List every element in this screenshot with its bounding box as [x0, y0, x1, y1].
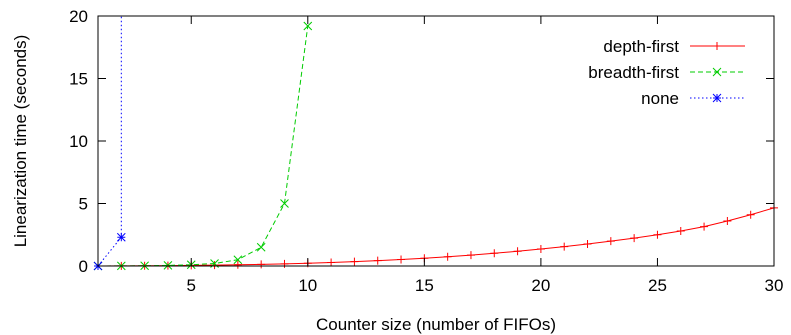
marker-stroke: [256, 242, 266, 252]
data-point: [490, 249, 499, 258]
data-point: [163, 261, 173, 270]
series-depth-first: [94, 203, 778, 270]
data-point: [233, 255, 243, 265]
tick-labels: 5 10 15 20 25 30 0 5 10 15 20: [69, 7, 783, 295]
data-point: [606, 237, 615, 246]
marker-stroke: [280, 199, 289, 208]
data-point: [327, 258, 336, 267]
y-tick-label: 10: [69, 132, 88, 151]
data-point: [373, 256, 382, 265]
x-axis-title: Counter size (number of FIFOs): [316, 315, 556, 334]
legend-marker: [713, 42, 721, 50]
data-point: [630, 234, 639, 243]
y-tick-label: 20: [69, 7, 88, 26]
marker-stroke: [712, 93, 722, 103]
y-tick-label: 15: [69, 70, 88, 89]
data-point: [280, 199, 289, 208]
axis-ticks: [98, 15, 775, 267]
data-point: [536, 245, 545, 253]
legend-item-breadth-first: breadth-first: [588, 63, 745, 82]
marker-stroke: [116, 232, 126, 242]
legend-label: depth-first: [603, 37, 679, 56]
data-point: [466, 251, 475, 260]
data-point: [583, 240, 592, 248]
y-axis-title: Linearization time (seconds): [11, 35, 30, 248]
series-line: [97, 207, 775, 267]
x-tick-label: 15: [415, 276, 434, 295]
data-point: [397, 255, 406, 264]
y-tick-label: 0: [79, 257, 88, 276]
y-tick-label: 5: [79, 195, 88, 214]
series-line: [97, 25, 309, 267]
x-tick-label: 25: [648, 276, 667, 295]
data-point: [653, 230, 662, 239]
data-point: [233, 260, 242, 269]
legend-marker: [712, 67, 722, 77]
x-tick-label: 5: [187, 276, 196, 295]
data-point: [746, 210, 755, 219]
data-point: [723, 217, 732, 225]
marker-stroke: [303, 21, 313, 31]
marker-stroke: [712, 67, 722, 77]
data-point: [443, 252, 452, 261]
series-none: [93, 16, 126, 271]
data-point: [560, 242, 569, 251]
legend-item-depth-first: depth-first: [603, 37, 745, 56]
legend-item-none: none: [641, 89, 745, 108]
data-point: [676, 227, 685, 235]
x-tick-label: 30: [765, 276, 784, 295]
marker-stroke: [233, 255, 243, 265]
legend: depth-first breadth-first none: [588, 37, 745, 108]
marker-stroke: [163, 261, 173, 270]
x-tick-label: 20: [531, 276, 550, 295]
legend-marker: [712, 93, 722, 103]
legend-label: breadth-first: [588, 63, 679, 82]
data-point: [116, 232, 126, 242]
data-point: [303, 21, 313, 31]
series-breadth-first: [93, 21, 313, 271]
legend-label: none: [641, 89, 679, 108]
data-point: [700, 222, 709, 231]
data-point: [513, 247, 522, 256]
data-point: [256, 242, 266, 252]
data-point: [210, 261, 219, 270]
x-tick-label: 10: [298, 276, 317, 295]
data-point: [350, 257, 359, 266]
data-point: [257, 260, 266, 269]
data-point: [280, 259, 289, 268]
